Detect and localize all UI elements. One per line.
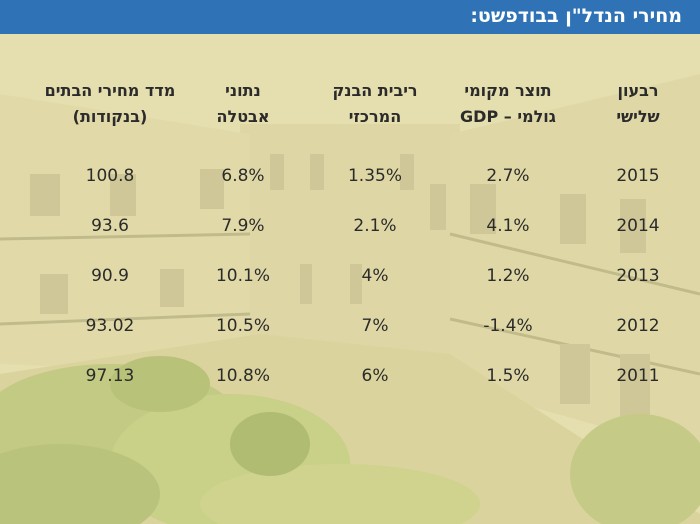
table-row: 2012 -1.4% 7% 10.5% 93.02 <box>86 316 660 336</box>
table-row: 2011 1.5% 6% 10.8% 97.13 <box>86 366 660 386</box>
cell-quarter: 2012 <box>616 316 659 336</box>
data-table: רבעון שלישי תוצר מקומי גולמי – GDP ריבית הבנ… <box>45 81 660 386</box>
table-row: 2015 2.7% 1.35% 6.8% 100.8 <box>86 166 660 186</box>
cell-unemployment: 10.8% <box>216 366 270 386</box>
column-header-house_index-line-2: (בנקודות) <box>73 107 148 126</box>
table-header: רבעון שלישי תוצר מקומי גולמי – GDP ריבית הבנ… <box>45 81 660 126</box>
cell-unemployment: 7.9% <box>221 216 264 236</box>
cell-rate: 7% <box>362 316 389 336</box>
column-header-unemployment-line-2: אבטלה <box>217 107 270 126</box>
column-header-house_index-line-1: מדד מחירי הבתים <box>45 81 176 100</box>
cell-house_index: 90.9 <box>91 266 129 286</box>
cell-gdp: 2.7% <box>486 166 529 186</box>
cell-quarter: 2011 <box>616 366 659 386</box>
cell-unemployment: 10.1% <box>216 266 270 286</box>
cell-house_index: 93.6 <box>91 216 129 236</box>
table-row: 2014 4.1% 2.1% 7.9% 93.6 <box>91 216 660 236</box>
cell-house_index: 97.13 <box>86 366 135 386</box>
cell-rate: 6% <box>362 366 389 386</box>
cell-house_index: 93.02 <box>86 316 135 336</box>
cell-unemployment: 6.8% <box>221 166 264 186</box>
page-title: מחירי הנדל"ן בבודפשט: <box>470 5 682 27</box>
courtyard-illustration <box>0 34 700 524</box>
table-row: 2013 1.2% 4% 10.1% 90.9 <box>91 266 660 286</box>
cell-gdp: 1.5% <box>486 366 529 386</box>
cell-quarter: 2014 <box>616 216 659 236</box>
cell-gdp: 1.2% <box>486 266 529 286</box>
column-header-quarter-line-1: רבעון <box>617 81 658 100</box>
cell-gdp: -1.4% <box>483 316 532 336</box>
column-header-gdp-line-1: תוצר מקומי <box>464 81 551 100</box>
cell-quarter: 2015 <box>616 166 659 186</box>
column-header-rate-line-2: המרכזי <box>349 107 401 126</box>
cell-gdp: 4.1% <box>486 216 529 236</box>
column-header-rate-line-1: ריבית הבנק <box>332 81 417 100</box>
cell-rate: 4% <box>362 266 389 286</box>
cell-rate: 1.35% <box>348 166 402 186</box>
column-header-gdp-line-2: גולמי – GDP <box>460 107 556 126</box>
cell-rate: 2.1% <box>353 216 396 236</box>
column-header-unemployment-line-1: נתוני <box>225 81 261 100</box>
cell-house_index: 100.8 <box>86 166 135 186</box>
cell-unemployment: 10.5% <box>216 316 270 336</box>
title-bar: מחירי הנדל"ן בבודפשט: <box>0 0 700 34</box>
cell-quarter: 2013 <box>616 266 659 286</box>
courtyard-background <box>0 34 700 524</box>
column-header-quarter-line-2: שלישי <box>616 107 659 126</box>
